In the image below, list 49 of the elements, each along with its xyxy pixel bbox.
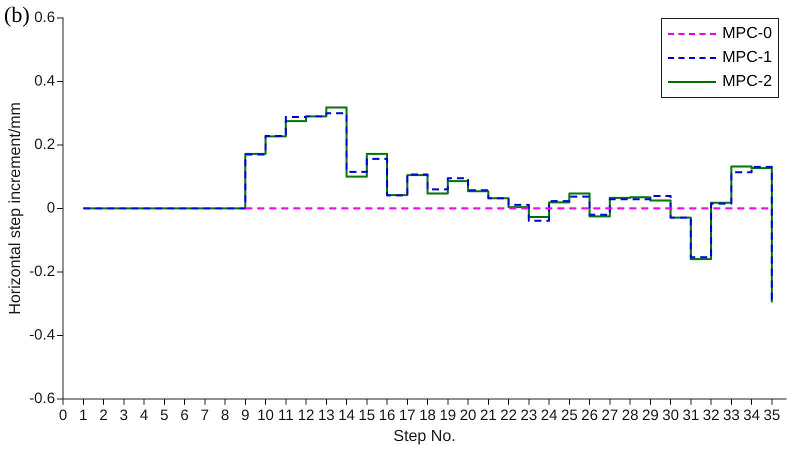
x-tick-label: 28: [622, 406, 638, 424]
x-tick-label: 4: [140, 406, 148, 424]
y-tick-label: 0.6: [34, 9, 56, 26]
y-tick-label: 0.2: [34, 136, 56, 154]
x-tick-label: 13: [318, 406, 335, 424]
x-tick-label: 5: [160, 406, 168, 424]
x-tick-label: 18: [419, 406, 436, 424]
legend-label: MPC-0: [722, 25, 772, 43]
x-tick-label: 8: [220, 406, 230, 424]
x-tick-label: 21: [480, 406, 497, 424]
x-tick-label: 25: [560, 406, 578, 424]
x-tick-label: 14: [338, 406, 355, 424]
x-tick-label: 32: [702, 406, 720, 424]
x-tick-label: 33: [722, 406, 740, 424]
y-tick-label: -0.6: [29, 390, 56, 407]
x-tick-label: 15: [358, 406, 376, 424]
y-tick-label: -0.4: [29, 326, 56, 344]
x-tick-label: 9: [241, 406, 250, 424]
x-axis-title: Step No.: [393, 428, 456, 445]
x-tick-label: 31: [682, 406, 700, 424]
x-tick-label: 1: [79, 406, 88, 424]
x-tick-label: 17: [398, 406, 416, 424]
x-tick-label: 20: [460, 406, 476, 424]
x-tick-label: 35: [763, 406, 780, 424]
x-tick-label: 7: [200, 406, 209, 424]
x-tick-label: 24: [540, 406, 558, 424]
x-tick-label: 6: [180, 406, 189, 424]
y-tick-label: 0: [46, 200, 56, 217]
x-tick-label: 34: [743, 406, 760, 424]
x-tick-label: 22: [500, 406, 517, 424]
y-tick-label: -0.2: [29, 263, 56, 280]
x-tick-label: 12: [298, 406, 314, 424]
x-tick-label: 26: [581, 406, 598, 424]
x-tick-label: 0: [58, 406, 68, 424]
x-tick-label: 19: [439, 406, 456, 424]
x-tick-label: 27: [601, 406, 618, 424]
legend-label: MPC-1: [722, 49, 772, 67]
x-tick-label: 2: [99, 406, 108, 424]
x-tick-label: 16: [378, 406, 396, 424]
y-axis-title: Horizontal step increment/mm: [7, 102, 24, 315]
text: (b): [4, 2, 30, 28]
legend-label: MPC-2: [722, 73, 772, 91]
x-tick-label: 10: [257, 406, 274, 424]
x-tick-label: 23: [520, 406, 538, 424]
x-tick-label: 30: [662, 406, 679, 424]
x-tick-label: 29: [642, 406, 659, 424]
y-tick-label: 0.4: [34, 72, 56, 90]
x-tick-label: 3: [120, 406, 128, 424]
x-tick-label: 11: [278, 406, 294, 424]
